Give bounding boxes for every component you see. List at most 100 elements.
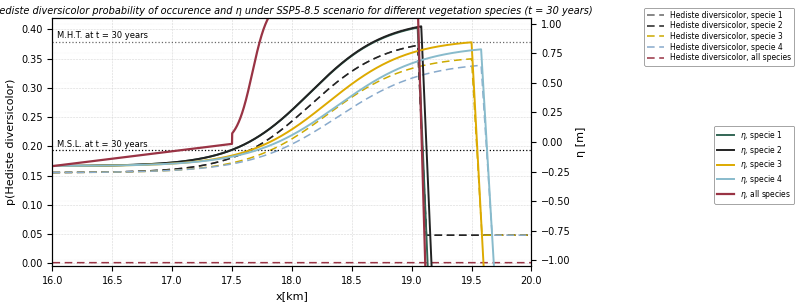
$\eta$, specie 4: [476, 48, 486, 51]
$\eta$, specie 4: [359, 86, 369, 89]
Hediste diversicolor, all species: [335, 261, 345, 265]
Hediste diversicolor, specie 4: [405, 77, 414, 81]
Hediste diversicolor, specie 1: [422, 233, 431, 237]
$\eta$, all species: [413, 0, 422, 4]
Legend: Hediste diversicolor, specie 1, Hediste diversicolor, specie 2, Hediste diversic: Hediste diversicolor, specie 1, Hediste …: [644, 8, 794, 65]
$\eta$, specie 2: [359, 45, 369, 49]
Hediste diversicolor, specie 3: [442, 60, 451, 63]
Hediste diversicolor, all species: [48, 261, 58, 265]
Hediste diversicolor, all species: [134, 261, 144, 265]
Line: Hediste diversicolor, specie 3: Hediste diversicolor, specie 3: [53, 59, 531, 235]
Hediste diversicolor, specie 1: [526, 233, 536, 237]
Hediste diversicolor, specie 3: [526, 233, 536, 237]
Hediste diversicolor, specie 4: [487, 233, 497, 237]
Text: M.S.L. at t = 30 years: M.S.L. at t = 30 years: [58, 140, 148, 149]
Hediste diversicolor, specie 2: [405, 45, 414, 49]
Hediste diversicolor, specie 2: [48, 171, 58, 174]
Hediste diversicolor, specie 1: [230, 155, 240, 158]
$\eta$, specie 2: [48, 164, 58, 168]
$\eta$, specie 1: [413, 26, 422, 29]
Line: $\eta$, all species: $\eta$, all species: [53, 2, 531, 307]
$\eta$, specie 1: [405, 27, 414, 31]
Hediste diversicolor, specie 4: [134, 170, 144, 173]
Hediste diversicolor, specie 2: [526, 233, 536, 237]
Hediste diversicolor, specie 4: [48, 171, 58, 174]
Hediste diversicolor, specie 3: [477, 233, 486, 237]
$\eta$, specie 3: [335, 91, 345, 95]
$\eta$, specie 3: [230, 153, 240, 157]
Hediste diversicolor, all species: [359, 261, 369, 265]
Hediste diversicolor, specie 3: [335, 104, 345, 107]
Hediste diversicolor, specie 1: [413, 44, 422, 47]
$\eta$, specie 3: [359, 74, 369, 77]
Line: Hediste diversicolor, specie 4: Hediste diversicolor, specie 4: [53, 65, 531, 235]
$\eta$, specie 1: [48, 164, 58, 168]
Hediste diversicolor, specie 2: [359, 62, 369, 66]
Line: Hediste diversicolor, specie 1: Hediste diversicolor, specie 1: [53, 45, 531, 235]
$\eta$, all species: [48, 164, 58, 168]
$\eta$, specie 3: [48, 164, 58, 168]
$\eta$, specie 4: [134, 163, 144, 167]
Hediste diversicolor, specie 1: [134, 169, 144, 173]
$\eta$, specie 2: [405, 27, 414, 30]
$\eta$, specie 4: [48, 164, 58, 168]
Text: M.H.T. at t = 30 years: M.H.T. at t = 30 years: [58, 31, 148, 40]
Hediste diversicolor, specie 4: [526, 233, 536, 237]
Line: Hediste diversicolor, specie 2: Hediste diversicolor, specie 2: [53, 45, 531, 235]
Hediste diversicolor, specie 4: [442, 68, 451, 72]
$\eta$, specie 1: [335, 64, 345, 67]
Title: Hediste diversicolor probability of occurence and η under SSP5-8.5 scenario for : Hediste diversicolor probability of occu…: [0, 6, 592, 16]
Hediste diversicolor, specie 1: [48, 171, 58, 174]
Line: $\eta$, specie 2: $\eta$, specie 2: [53, 26, 531, 307]
Line: $\eta$, specie 3: $\eta$, specie 3: [53, 42, 531, 307]
Hediste diversicolor, specie 1: [405, 45, 414, 49]
$\eta$, all species: [359, 1, 369, 5]
Hediste diversicolor, specie 4: [476, 64, 486, 67]
$\eta$, specie 3: [466, 41, 476, 44]
Y-axis label: p(Hediste diversicolor): p(Hediste diversicolor): [6, 79, 15, 205]
$\eta$, all species: [405, 0, 414, 4]
Legend: $\eta$, specie 1, $\eta$, specie 2, $\eta$, specie 3, $\eta$, specie 4, $\eta$, : $\eta$, specie 1, $\eta$, specie 2, $\et…: [714, 126, 794, 204]
Hediste diversicolor, all species: [442, 261, 451, 265]
Hediste diversicolor, specie 2: [413, 44, 422, 47]
$\eta$, specie 4: [335, 102, 345, 106]
Line: $\eta$, specie 4: $\eta$, specie 4: [53, 49, 531, 307]
Hediste diversicolor, specie 3: [134, 170, 144, 173]
Hediste diversicolor, specie 2: [134, 169, 144, 173]
X-axis label: x[km]: x[km]: [275, 291, 308, 301]
Hediste diversicolor, specie 3: [230, 160, 240, 164]
$\eta$, specie 4: [442, 52, 451, 56]
Hediste diversicolor, specie 2: [335, 78, 345, 82]
Line: $\eta$, specie 1: $\eta$, specie 1: [53, 28, 531, 307]
$\eta$, specie 2: [335, 63, 345, 67]
$\eta$, all species: [134, 154, 144, 157]
Hediste diversicolor, specie 1: [359, 62, 369, 66]
Hediste diversicolor, all species: [526, 261, 536, 265]
$\eta$, specie 4: [230, 154, 240, 158]
$\eta$, specie 1: [230, 147, 240, 150]
Hediste diversicolor, specie 4: [335, 114, 345, 118]
$\eta$, specie 3: [442, 43, 451, 47]
$\eta$, specie 2: [134, 163, 144, 166]
Hediste diversicolor, all species: [230, 261, 240, 265]
Hediste diversicolor, specie 3: [466, 57, 476, 61]
Hediste diversicolor, specie 3: [48, 171, 58, 174]
Y-axis label: η [m]: η [m]: [577, 127, 586, 157]
$\eta$, all species: [335, 1, 345, 5]
Hediste diversicolor, specie 4: [230, 161, 240, 165]
Hediste diversicolor, specie 4: [359, 99, 369, 102]
Hediste diversicolor, all species: [405, 261, 414, 265]
$\eta$, specie 1: [359, 46, 369, 50]
$\eta$, specie 2: [417, 25, 426, 28]
Hediste diversicolor, specie 2: [442, 233, 451, 237]
$\eta$, all species: [230, 127, 240, 130]
$\eta$, specie 3: [134, 163, 144, 167]
Hediste diversicolor, specie 3: [405, 67, 414, 71]
Hediste diversicolor, specie 1: [335, 78, 345, 82]
$\eta$, specie 1: [134, 163, 144, 166]
Hediste diversicolor, specie 2: [230, 155, 240, 158]
$\eta$, specie 2: [230, 147, 240, 150]
$\eta$, specie 3: [405, 52, 414, 55]
Hediste diversicolor, specie 3: [359, 87, 369, 91]
Hediste diversicolor, specie 2: [422, 233, 431, 237]
